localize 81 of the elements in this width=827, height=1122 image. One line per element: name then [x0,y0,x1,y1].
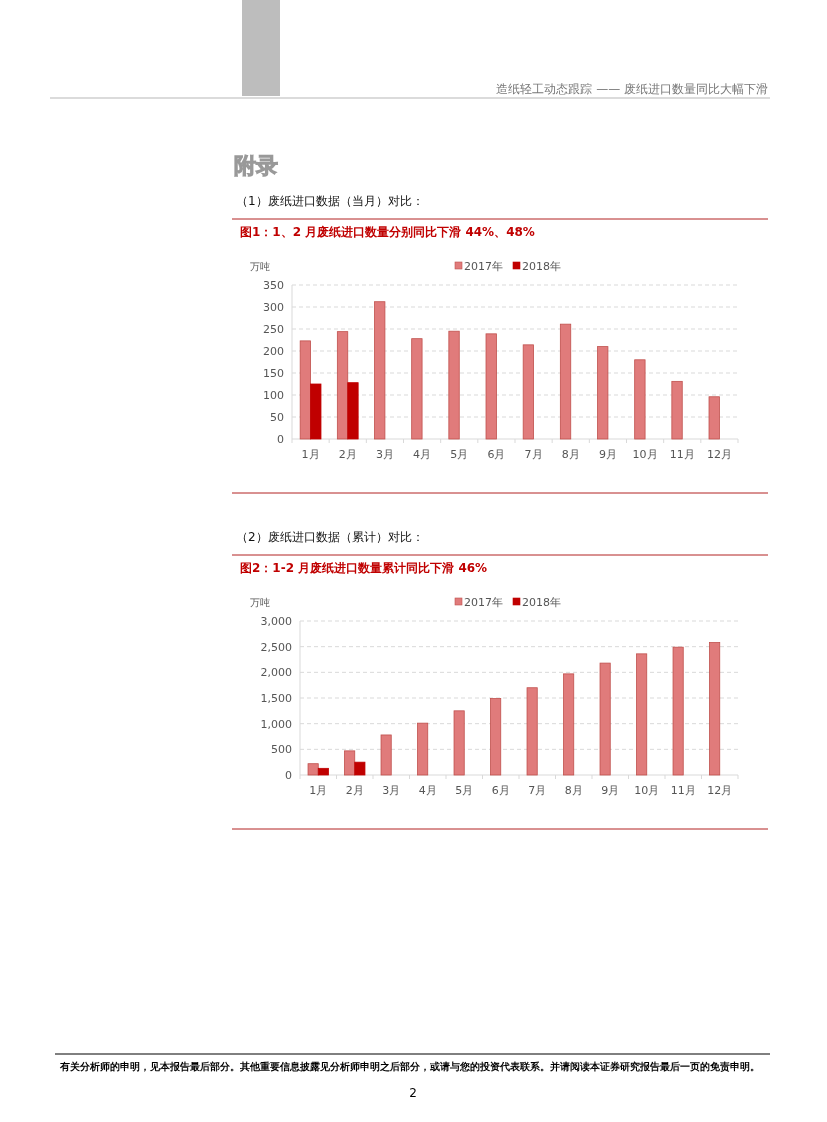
bar [563,673,575,776]
y-tick-label: 1,500 [260,692,292,705]
x-tick-label: 8月 [561,448,580,461]
x-tick-label: 12月 [706,448,732,461]
legend-label: 2018年 [522,596,561,609]
bar [307,763,319,776]
chart-title: 图1：1、2 月废纸进口数量分别同比下滑 44%、48% [240,225,535,239]
y-tick-label: 200 [263,345,284,358]
x-tick-label: 4月 [413,448,432,461]
x-tick-label: 7月 [528,784,547,797]
bar [317,767,329,776]
bar [347,382,359,440]
bar [310,383,322,440]
chart-subtitle: （2）废纸进口数据（累计）对比： [236,530,424,544]
x-tick-label: 3月 [382,784,401,797]
y-tick-label: 150 [263,367,284,380]
x-tick-label: 6月 [491,784,510,797]
bar [344,750,356,776]
x-tick-label: 1月 [301,448,320,461]
bar [336,331,349,440]
legend-label: 2017年 [464,596,503,609]
y-tick-label: 250 [263,323,284,336]
bar [599,662,611,776]
y-tick-label: 50 [270,411,284,424]
legend-label: 2017年 [464,260,503,273]
legend-label: 2018年 [522,260,561,273]
y-tick-label: 2,500 [260,640,292,654]
y-tick-label: 2,000 [260,666,292,680]
x-tick-label: 11月 [669,448,695,461]
chart-title: 图2：1-2 月废纸进口数量累计同比下滑 46% [240,561,488,575]
x-tick-label: 2月 [345,784,364,797]
x-tick-label: 2月 [338,448,357,461]
x-tick-label: 9月 [598,448,617,461]
y-tick-label: 1,000 [260,717,292,731]
y-tick-label: 3,000 [260,615,292,628]
bar [453,710,465,776]
bar [374,301,386,440]
text: 有关分析师的申明，见本报告最后部分。其他重要信息披露见分析师申明之后部分，或请与您的投资代表联系。并请阅读本证券研究报告最后一页的免责申明。 [59,1061,760,1072]
y-tick-label: 300 [263,301,284,314]
x-tick-label: 8月 [564,784,583,797]
x-tick-label: 6月 [487,448,506,461]
x-tick-label: 7月 [524,448,543,461]
bar [671,380,683,440]
bar [636,653,648,776]
x-tick-label: 9月 [601,784,620,797]
x-tick-label: 4月 [418,784,437,797]
y-tick-label: 350 [263,279,284,292]
x-tick-label: 12月 [707,784,733,797]
bar [709,642,721,776]
bar [411,338,423,440]
x-tick-label: 5月 [455,784,474,797]
y-tick-label: 0 [277,433,284,446]
x-tick-label: 5月 [450,448,469,461]
x-tick-label: 1月 [309,784,328,797]
bar [634,359,646,440]
bar [597,346,609,440]
y-tick-label: 100 [263,389,284,402]
bar [672,646,684,776]
bar [380,734,392,776]
bar [354,761,366,776]
bar [448,330,460,440]
y-axis-title: 万吨 [250,597,270,608]
bar [490,698,502,776]
x-tick-label: 3月 [375,448,394,461]
bar [299,340,311,440]
x-tick-label: 10月 [634,784,660,797]
text: 附录 [234,153,278,178]
x-tick-label: 10月 [632,448,658,461]
bar [559,323,572,440]
bar [485,333,497,440]
y-axis-title: 万吨 [250,261,270,272]
chart-subtitle: （1）废纸进口数据（当月）对比： [236,194,424,208]
bar [526,687,538,776]
y-tick-label: 500 [271,743,292,757]
bar [708,396,720,440]
y-tick-label: 0 [285,769,292,782]
bar [417,722,429,776]
text: 造纸轻工动态跟踪 —— 废纸进口数量同比大幅下滑 [496,82,768,96]
bar [522,344,534,440]
x-tick-label: 11月 [670,784,696,797]
text: 2 [409,1086,417,1100]
